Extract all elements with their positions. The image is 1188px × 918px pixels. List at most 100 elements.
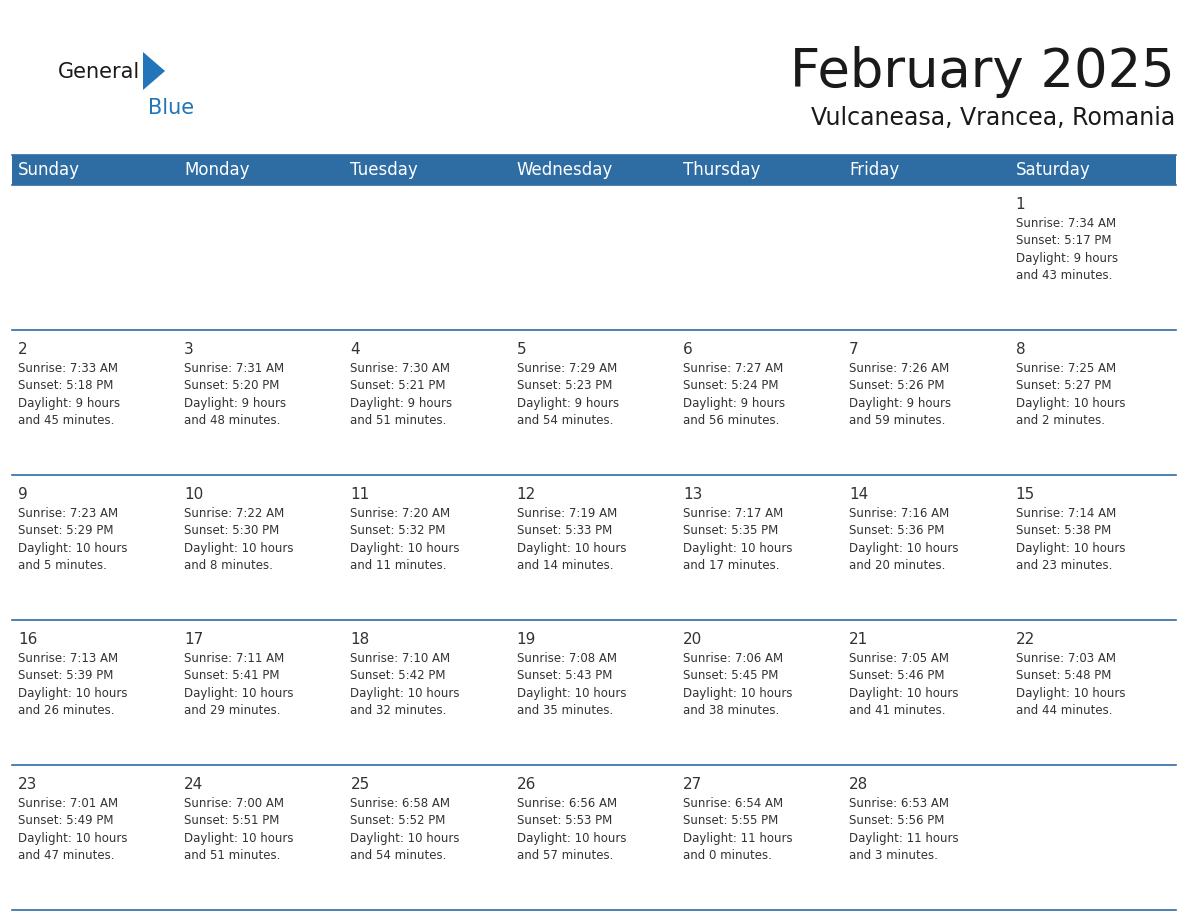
Bar: [1010, 185, 1176, 330]
Text: Sunrise: 7:20 AM
Sunset: 5:32 PM
Daylight: 10 hours
and 11 minutes.: Sunrise: 7:20 AM Sunset: 5:32 PM Dayligh…: [350, 507, 460, 573]
Bar: [1010, 765, 1176, 910]
Bar: [843, 330, 1010, 475]
Bar: [677, 620, 843, 765]
Bar: [511, 765, 677, 910]
Text: Sunrise: 7:11 AM
Sunset: 5:41 PM
Daylight: 10 hours
and 29 minutes.: Sunrise: 7:11 AM Sunset: 5:41 PM Dayligh…: [184, 652, 293, 717]
Bar: [511, 475, 677, 620]
Bar: [843, 475, 1010, 620]
Text: Sunrise: 7:03 AM
Sunset: 5:48 PM
Daylight: 10 hours
and 44 minutes.: Sunrise: 7:03 AM Sunset: 5:48 PM Dayligh…: [1016, 652, 1125, 717]
Text: 2: 2: [18, 341, 27, 356]
Text: Blue: Blue: [148, 98, 194, 118]
Bar: [12, 330, 178, 475]
Text: Thursday: Thursday: [683, 161, 760, 179]
Text: 13: 13: [683, 487, 702, 501]
Text: Sunrise: 6:53 AM
Sunset: 5:56 PM
Daylight: 11 hours
and 3 minutes.: Sunrise: 6:53 AM Sunset: 5:56 PM Dayligh…: [849, 797, 959, 862]
Bar: [178, 620, 345, 765]
Bar: [677, 765, 843, 910]
Text: 11: 11: [350, 487, 369, 501]
Text: Sunrise: 7:00 AM
Sunset: 5:51 PM
Daylight: 10 hours
and 51 minutes.: Sunrise: 7:00 AM Sunset: 5:51 PM Dayligh…: [184, 797, 293, 862]
Text: 18: 18: [350, 632, 369, 646]
Text: Monday: Monday: [184, 161, 249, 179]
Bar: [511, 620, 677, 765]
Text: Sunrise: 7:34 AM
Sunset: 5:17 PM
Daylight: 9 hours
and 43 minutes.: Sunrise: 7:34 AM Sunset: 5:17 PM Dayligh…: [1016, 217, 1118, 283]
Text: Sunrise: 7:19 AM
Sunset: 5:33 PM
Daylight: 10 hours
and 14 minutes.: Sunrise: 7:19 AM Sunset: 5:33 PM Dayligh…: [517, 507, 626, 573]
Bar: [345, 620, 511, 765]
Bar: [178, 185, 345, 330]
Text: Sunrise: 7:17 AM
Sunset: 5:35 PM
Daylight: 10 hours
and 17 minutes.: Sunrise: 7:17 AM Sunset: 5:35 PM Dayligh…: [683, 507, 792, 573]
Text: 24: 24: [184, 777, 203, 791]
Bar: [1010, 620, 1176, 765]
Text: Sunrise: 6:54 AM
Sunset: 5:55 PM
Daylight: 11 hours
and 0 minutes.: Sunrise: 6:54 AM Sunset: 5:55 PM Dayligh…: [683, 797, 792, 862]
Bar: [12, 475, 178, 620]
Text: 6: 6: [683, 341, 693, 356]
Text: 28: 28: [849, 777, 868, 791]
Text: 14: 14: [849, 487, 868, 501]
Bar: [345, 475, 511, 620]
Text: Sunrise: 7:30 AM
Sunset: 5:21 PM
Daylight: 9 hours
and 51 minutes.: Sunrise: 7:30 AM Sunset: 5:21 PM Dayligh…: [350, 362, 453, 428]
Text: Saturday: Saturday: [1016, 161, 1091, 179]
Bar: [843, 765, 1010, 910]
Bar: [1010, 330, 1176, 475]
Bar: [511, 185, 677, 330]
Text: Friday: Friday: [849, 161, 899, 179]
Text: 21: 21: [849, 632, 868, 646]
Text: 10: 10: [184, 487, 203, 501]
Text: 25: 25: [350, 777, 369, 791]
Bar: [843, 620, 1010, 765]
Bar: [843, 185, 1010, 330]
Text: 26: 26: [517, 777, 536, 791]
Text: Wednesday: Wednesday: [517, 161, 613, 179]
Text: February 2025: February 2025: [790, 46, 1175, 98]
Text: 17: 17: [184, 632, 203, 646]
Bar: [345, 765, 511, 910]
Text: Sunrise: 7:16 AM
Sunset: 5:36 PM
Daylight: 10 hours
and 20 minutes.: Sunrise: 7:16 AM Sunset: 5:36 PM Dayligh…: [849, 507, 959, 573]
Bar: [345, 185, 511, 330]
Text: 20: 20: [683, 632, 702, 646]
Text: 4: 4: [350, 341, 360, 356]
Text: Sunrise: 6:58 AM
Sunset: 5:52 PM
Daylight: 10 hours
and 54 minutes.: Sunrise: 6:58 AM Sunset: 5:52 PM Dayligh…: [350, 797, 460, 862]
Text: Sunrise: 7:14 AM
Sunset: 5:38 PM
Daylight: 10 hours
and 23 minutes.: Sunrise: 7:14 AM Sunset: 5:38 PM Dayligh…: [1016, 507, 1125, 573]
Bar: [677, 330, 843, 475]
Bar: [511, 330, 677, 475]
Text: 5: 5: [517, 341, 526, 356]
Text: Sunrise: 7:33 AM
Sunset: 5:18 PM
Daylight: 9 hours
and 45 minutes.: Sunrise: 7:33 AM Sunset: 5:18 PM Dayligh…: [18, 362, 120, 428]
Text: Sunrise: 7:26 AM
Sunset: 5:26 PM
Daylight: 9 hours
and 59 minutes.: Sunrise: 7:26 AM Sunset: 5:26 PM Dayligh…: [849, 362, 952, 428]
Text: 22: 22: [1016, 632, 1035, 646]
Text: 16: 16: [18, 632, 37, 646]
Text: 12: 12: [517, 487, 536, 501]
Bar: [178, 330, 345, 475]
Bar: [345, 330, 511, 475]
Text: 8: 8: [1016, 341, 1025, 356]
Text: 9: 9: [18, 487, 27, 501]
Text: Sunrise: 7:29 AM
Sunset: 5:23 PM
Daylight: 9 hours
and 54 minutes.: Sunrise: 7:29 AM Sunset: 5:23 PM Dayligh…: [517, 362, 619, 428]
Text: 3: 3: [184, 341, 194, 356]
Text: Sunrise: 7:23 AM
Sunset: 5:29 PM
Daylight: 10 hours
and 5 minutes.: Sunrise: 7:23 AM Sunset: 5:29 PM Dayligh…: [18, 507, 127, 573]
Text: Sunrise: 7:22 AM
Sunset: 5:30 PM
Daylight: 10 hours
and 8 minutes.: Sunrise: 7:22 AM Sunset: 5:30 PM Dayligh…: [184, 507, 293, 573]
Text: Sunrise: 7:06 AM
Sunset: 5:45 PM
Daylight: 10 hours
and 38 minutes.: Sunrise: 7:06 AM Sunset: 5:45 PM Dayligh…: [683, 652, 792, 717]
Bar: [1010, 475, 1176, 620]
Bar: [12, 620, 178, 765]
Text: 27: 27: [683, 777, 702, 791]
Text: Sunrise: 7:27 AM
Sunset: 5:24 PM
Daylight: 9 hours
and 56 minutes.: Sunrise: 7:27 AM Sunset: 5:24 PM Dayligh…: [683, 362, 785, 428]
Text: Sunrise: 7:01 AM
Sunset: 5:49 PM
Daylight: 10 hours
and 47 minutes.: Sunrise: 7:01 AM Sunset: 5:49 PM Dayligh…: [18, 797, 127, 862]
Text: 23: 23: [18, 777, 37, 791]
Bar: [178, 475, 345, 620]
Bar: [12, 155, 1176, 185]
Text: Sunrise: 6:56 AM
Sunset: 5:53 PM
Daylight: 10 hours
and 57 minutes.: Sunrise: 6:56 AM Sunset: 5:53 PM Dayligh…: [517, 797, 626, 862]
Polygon shape: [143, 52, 165, 90]
Bar: [12, 765, 178, 910]
Text: Sunrise: 7:05 AM
Sunset: 5:46 PM
Daylight: 10 hours
and 41 minutes.: Sunrise: 7:05 AM Sunset: 5:46 PM Dayligh…: [849, 652, 959, 717]
Text: Sunrise: 7:25 AM
Sunset: 5:27 PM
Daylight: 10 hours
and 2 minutes.: Sunrise: 7:25 AM Sunset: 5:27 PM Dayligh…: [1016, 362, 1125, 428]
Text: 19: 19: [517, 632, 536, 646]
Text: Sunrise: 7:10 AM
Sunset: 5:42 PM
Daylight: 10 hours
and 32 minutes.: Sunrise: 7:10 AM Sunset: 5:42 PM Dayligh…: [350, 652, 460, 717]
Text: Vulcaneasa, Vrancea, Romania: Vulcaneasa, Vrancea, Romania: [810, 106, 1175, 130]
Text: 1: 1: [1016, 196, 1025, 212]
Text: 15: 15: [1016, 487, 1035, 501]
Text: Tuesday: Tuesday: [350, 161, 418, 179]
Bar: [677, 185, 843, 330]
Text: 7: 7: [849, 341, 859, 356]
Bar: [677, 475, 843, 620]
Text: Sunrise: 7:13 AM
Sunset: 5:39 PM
Daylight: 10 hours
and 26 minutes.: Sunrise: 7:13 AM Sunset: 5:39 PM Dayligh…: [18, 652, 127, 717]
Bar: [12, 185, 178, 330]
Bar: [178, 765, 345, 910]
